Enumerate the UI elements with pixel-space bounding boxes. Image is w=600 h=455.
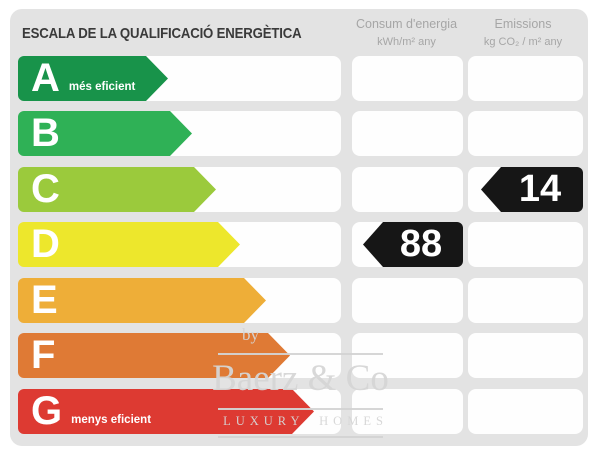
watermark-rule <box>218 436 383 438</box>
grade-letter: F <box>31 333 56 377</box>
column-header-consum: Consum d'energia kWh/m² any <box>350 15 463 50</box>
grade-letter: A <box>31 56 60 100</box>
grade-arrow-g: G menys eficient <box>18 389 314 434</box>
consum-cell <box>352 278 463 323</box>
rating-row-f: F <box>0 333 600 378</box>
efficiency-qualifier-best: més eficient <box>68 81 136 93</box>
column-header-consum-unit: kWh/m² any <box>377 35 436 48</box>
rating-row-d: D <box>0 222 600 267</box>
grade-letter: B <box>31 111 60 155</box>
consum-value-arrow: 88 <box>363 222 463 267</box>
consum-cell <box>352 167 463 212</box>
grade-letter: D <box>31 222 60 266</box>
rating-row-g: G menys eficient <box>0 389 600 434</box>
emissions-value-arrow: 14 <box>481 167 583 212</box>
emissions-value: 14 <box>518 168 562 210</box>
emissions-cell <box>468 111 583 156</box>
watermark-brand-logo: Baerz & Co <box>212 358 389 399</box>
consum-cell <box>352 56 463 101</box>
column-header-emissions-label: Emissions <box>494 17 552 31</box>
emissions-cell <box>468 278 583 323</box>
grade-arrow-a: A més eficient <box>18 56 168 101</box>
emissions-cell <box>468 56 583 101</box>
grade-arrow-b: B <box>18 111 192 156</box>
column-header-consum-label: Consum d'energia <box>355 17 458 31</box>
emissions-cell <box>468 222 583 267</box>
consum-cell <box>352 389 463 434</box>
grade-arrow-e: E <box>18 278 266 323</box>
emissions-cell <box>468 333 583 378</box>
grade-arrow-d: D <box>18 222 240 267</box>
watermark-by: by <box>242 325 259 344</box>
page-title: ESCALA DE LA QUALIFICACIÓ ENERGÈTICA <box>22 25 302 42</box>
column-header-emissions-unit: kg CO₂ / m² any <box>483 35 563 48</box>
rating-row-e: E <box>0 278 600 323</box>
grade-letter: G <box>31 389 63 433</box>
watermark-tagline: LUXURY HOMES <box>223 414 388 428</box>
consum-value: 88 <box>399 223 443 265</box>
column-header-emissions: Emissions kg CO₂ / m² any <box>460 15 586 50</box>
rating-row-b: B <box>0 111 600 156</box>
efficiency-qualifier-worst: menys eficient <box>71 414 152 426</box>
watermark: by Baerz & Co LUXURY HOMES <box>212 325 389 439</box>
watermark-rule <box>218 408 383 410</box>
grade-arrow-f: F <box>18 333 290 378</box>
consum-cell <box>352 333 463 378</box>
grade-arrow-c: C <box>18 167 216 212</box>
watermark-rule <box>218 353 383 355</box>
rating-row-a: A més eficient <box>0 56 600 101</box>
consum-cell <box>352 111 463 156</box>
grade-letter: E <box>31 278 58 322</box>
grade-letter: C <box>31 167 60 211</box>
emissions-cell <box>468 389 583 434</box>
